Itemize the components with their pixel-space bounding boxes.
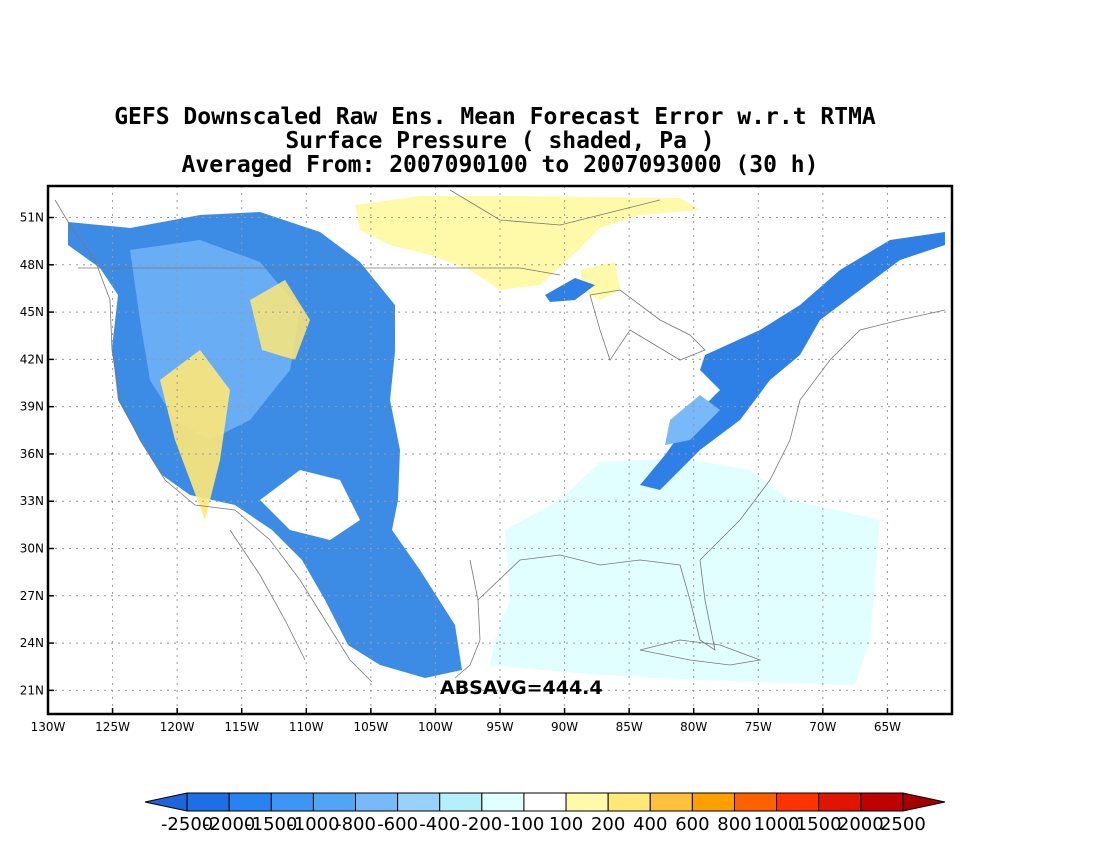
shade-appalachian-light	[665, 395, 720, 445]
border-us-canada	[78, 267, 561, 276]
lon-tick-label: 70W	[809, 720, 836, 734]
colorbar-label: 100	[549, 814, 583, 835]
colorbar-swatch	[776, 792, 820, 812]
colorbar-label: -400	[419, 814, 460, 835]
colorbar-swatch	[860, 792, 904, 812]
lat-tick-label: 36N	[20, 447, 44, 461]
lat-tick-labels: 51N 48N 45N 42N 39N 36N 33N 30N 27N 24N 21N	[20, 211, 54, 697]
lat-tick-label: 45N	[20, 305, 44, 319]
colorbar-swatch	[565, 792, 609, 812]
colorbar-label: -1000	[287, 814, 339, 835]
colorbar-swatch	[355, 792, 399, 812]
colorbar-label: 2500	[880, 814, 926, 835]
lat-tick-label: 24N	[20, 636, 44, 650]
shade-gulf-negative	[490, 458, 880, 685]
colorbar-label: -2500	[161, 814, 213, 835]
title-line-2: Surface Pressure ( shaded, Pa )	[285, 128, 714, 154]
colorbar-swatch	[439, 792, 483, 812]
map-panel: 51N 48N 45N 42N 39N 36N 33N 30N 27N 24N 21N 130W 12…	[20, 184, 954, 734]
lat-tick-label: 21N	[20, 683, 44, 697]
shade-north-positive-2	[580, 262, 620, 300]
colorbar-label: -600	[377, 814, 418, 835]
lon-tick-label: 120W	[160, 720, 195, 734]
shade-north-positive	[355, 196, 700, 290]
colorbar-swatch	[270, 792, 314, 812]
map-shading	[68, 196, 945, 685]
great-lakes-outline	[589, 289, 706, 361]
colorbar-label: 400	[633, 814, 667, 835]
colorbar-label: -2000	[203, 814, 255, 835]
hudson-bay-outline	[449, 189, 661, 226]
lon-tick-labels: 130W 125W 120W 115W 110W 105W 100W 95W 90W 85W 80W…	[31, 708, 901, 734]
lat-tick-label: 39N	[20, 400, 44, 414]
absavg-annotation: ABSAVG=444.4	[440, 677, 603, 699]
colorbar-label: -800	[335, 814, 376, 835]
colorbar-swatch	[733, 792, 778, 812]
lat-tick-label: 27N	[20, 589, 44, 603]
cuba-outline	[639, 639, 762, 666]
colorbar-swatch	[312, 792, 357, 812]
lat-tick-label: 42N	[20, 352, 44, 366]
coastlines	[54, 189, 946, 683]
lat-tick-label: 51N	[20, 211, 44, 225]
colorbar-label: -100	[504, 814, 545, 835]
lon-tick-label: 75W	[745, 720, 772, 734]
colorbar-label: 1500	[796, 814, 842, 835]
lon-tick-label: 65W	[874, 720, 901, 734]
shade-west-white-patch	[260, 470, 360, 540]
shade-west-positive	[160, 350, 230, 520]
colorbar-label: 200	[591, 814, 625, 835]
title-line-1: GEFS Downscaled Raw Ens. Mean Forecast E…	[114, 104, 876, 130]
lat-tick-label: 33N	[20, 494, 44, 508]
colorbar-swatch	[523, 792, 567, 812]
coastline-west	[54, 199, 373, 683]
colorbar-swatch	[691, 792, 735, 812]
lon-tick-label: 105W	[353, 720, 388, 734]
colorbar-swatch	[397, 792, 441, 812]
colorbar-swatch	[818, 792, 862, 812]
coastline-gulf	[477, 309, 946, 651]
title-line-3: Averaged From: 2007090100 to 2007093000 …	[182, 152, 819, 178]
lon-tick-label: 130W	[31, 720, 66, 734]
lon-tick-label: 100W	[418, 720, 453, 734]
coastline-mexico-east	[454, 559, 481, 679]
lon-tick-label: 95W	[486, 720, 513, 734]
shade-appalachian-negative	[640, 232, 945, 490]
colorbar-label: 800	[717, 814, 751, 835]
lon-tick-label: 80W	[680, 720, 707, 734]
lat-tick-label: 48N	[20, 258, 44, 272]
colorbar-swatch	[607, 792, 651, 812]
coastline-baja	[229, 529, 306, 661]
colorbar-labels: -2500-2000-1500-1000-800 -600 -400 -200 -100…	[161, 814, 926, 835]
lon-tick-label: 110W	[289, 720, 324, 734]
shade-greatlakes-negative	[545, 278, 595, 302]
colorbar-swatch	[186, 792, 230, 812]
lon-tick-label: 85W	[616, 720, 643, 734]
colorbar-swatch	[902, 792, 946, 812]
colorbar-label: 1000	[754, 814, 800, 835]
colorbar-swatch	[228, 792, 272, 812]
lon-tick-label: 125W	[95, 720, 130, 734]
lat-tick-label: 30N	[20, 542, 44, 556]
colorbar-swatch	[649, 792, 693, 812]
colorbar-label: 2000	[838, 814, 884, 835]
colorbar-label: -1500	[245, 814, 297, 835]
lon-tick-label: 90W	[551, 720, 578, 734]
colorbar-swatch	[144, 792, 188, 812]
colorbar-label: -200	[461, 814, 502, 835]
shade-west-positive-2	[250, 280, 310, 360]
colorbar-swatch	[481, 792, 525, 812]
colorbar	[144, 792, 946, 812]
lon-tick-label: 115W	[224, 720, 259, 734]
colorbar-label: 600	[675, 814, 709, 835]
